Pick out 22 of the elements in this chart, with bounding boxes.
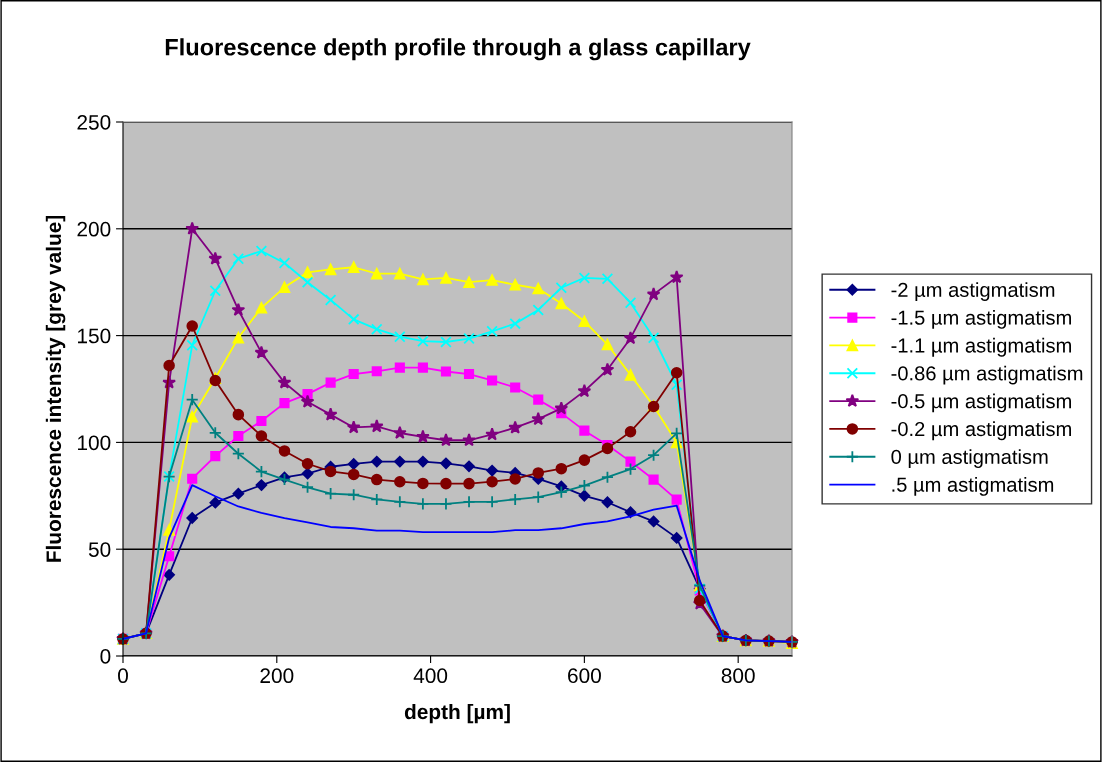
legend-label: -0.2 µm astigmatism [891,421,1071,441]
legend-label: -1.1 µm astigmatism [891,337,1071,357]
legend-label: -1.5 µm astigmatism [891,310,1071,329]
chart-title: Fluorescence depth profile through a glass capillary [165,38,751,61]
x-tick-label: 400 [413,668,448,684]
legend-label: 0 µm astigmatism [891,449,1048,468]
x-tick-label: 0 [118,668,128,684]
y-tick-label: 50 [88,542,111,557]
y-axis-title: Fluorescence intensity [grey value] [45,215,66,562]
y-tick-label: 200 [77,221,111,237]
legend-label: .5 µm astigmatism [892,477,1054,496]
legend-label: -0.5 µm astigmatism [891,393,1071,413]
y-tick-label: 100 [78,435,111,451]
y-tick-label: 150 [78,328,111,344]
x-tick-label: 800 [721,668,755,684]
x-axis-title: depth [µm] [404,703,510,724]
x-tick-label: 200 [260,668,294,684]
legend-label: -0.86 µm astigmatism [891,365,1083,385]
y-tick-label: 0 [100,649,111,664]
x-tick-label: 600 [568,668,601,684]
y-tick-label: 250 [77,115,111,130]
legend-label: -2 µm astigmatism [891,282,1055,301]
